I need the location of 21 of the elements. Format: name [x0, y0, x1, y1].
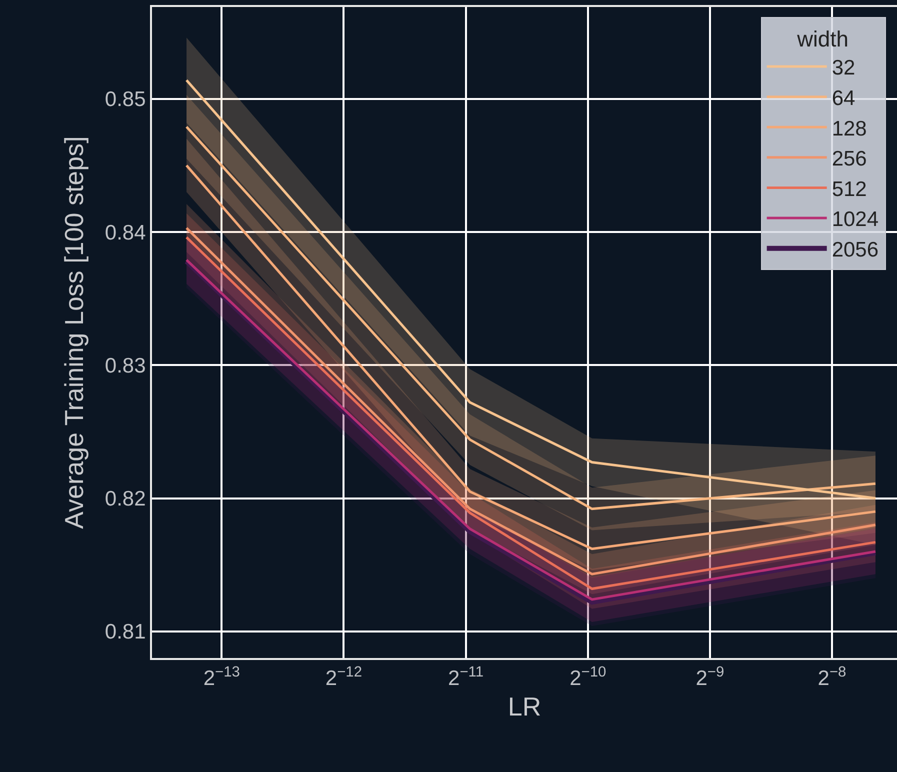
- x-tick-label: 2$^{−12}$: [325, 664, 362, 690]
- legend-title: width: [796, 26, 849, 52]
- y-tick-label: 0.84: [104, 221, 146, 244]
- x-tick-label: 2$^{−11}$: [448, 664, 484, 690]
- x-axis-title: LR: [508, 691, 542, 722]
- y-tick-label: 0.81: [104, 620, 146, 644]
- legend-label: 2056: [832, 238, 879, 262]
- y-tick-label: 0.85: [104, 88, 146, 112]
- x-tick-label: 2$^{−13}$: [203, 664, 240, 690]
- legend-label: 64: [832, 87, 856, 110]
- x-tick-label: 2$^{−10}$: [570, 664, 606, 690]
- legend-label: 256: [832, 148, 867, 171]
- legend-label: 1024: [832, 208, 879, 232]
- y-tick-label: 0.83: [104, 354, 146, 378]
- x-tick-label: 2$^{−8}$: [818, 664, 846, 690]
- y-axis-title: Average Training Loss [100 steps]: [58, 136, 89, 529]
- legend-label: 512: [832, 178, 867, 201]
- y-tick-label: 0.82: [104, 488, 146, 511]
- legend-label: 32: [832, 56, 856, 80]
- legend-label: 128: [832, 117, 867, 140]
- x-tick-label: 2$^{−9}$: [696, 664, 724, 690]
